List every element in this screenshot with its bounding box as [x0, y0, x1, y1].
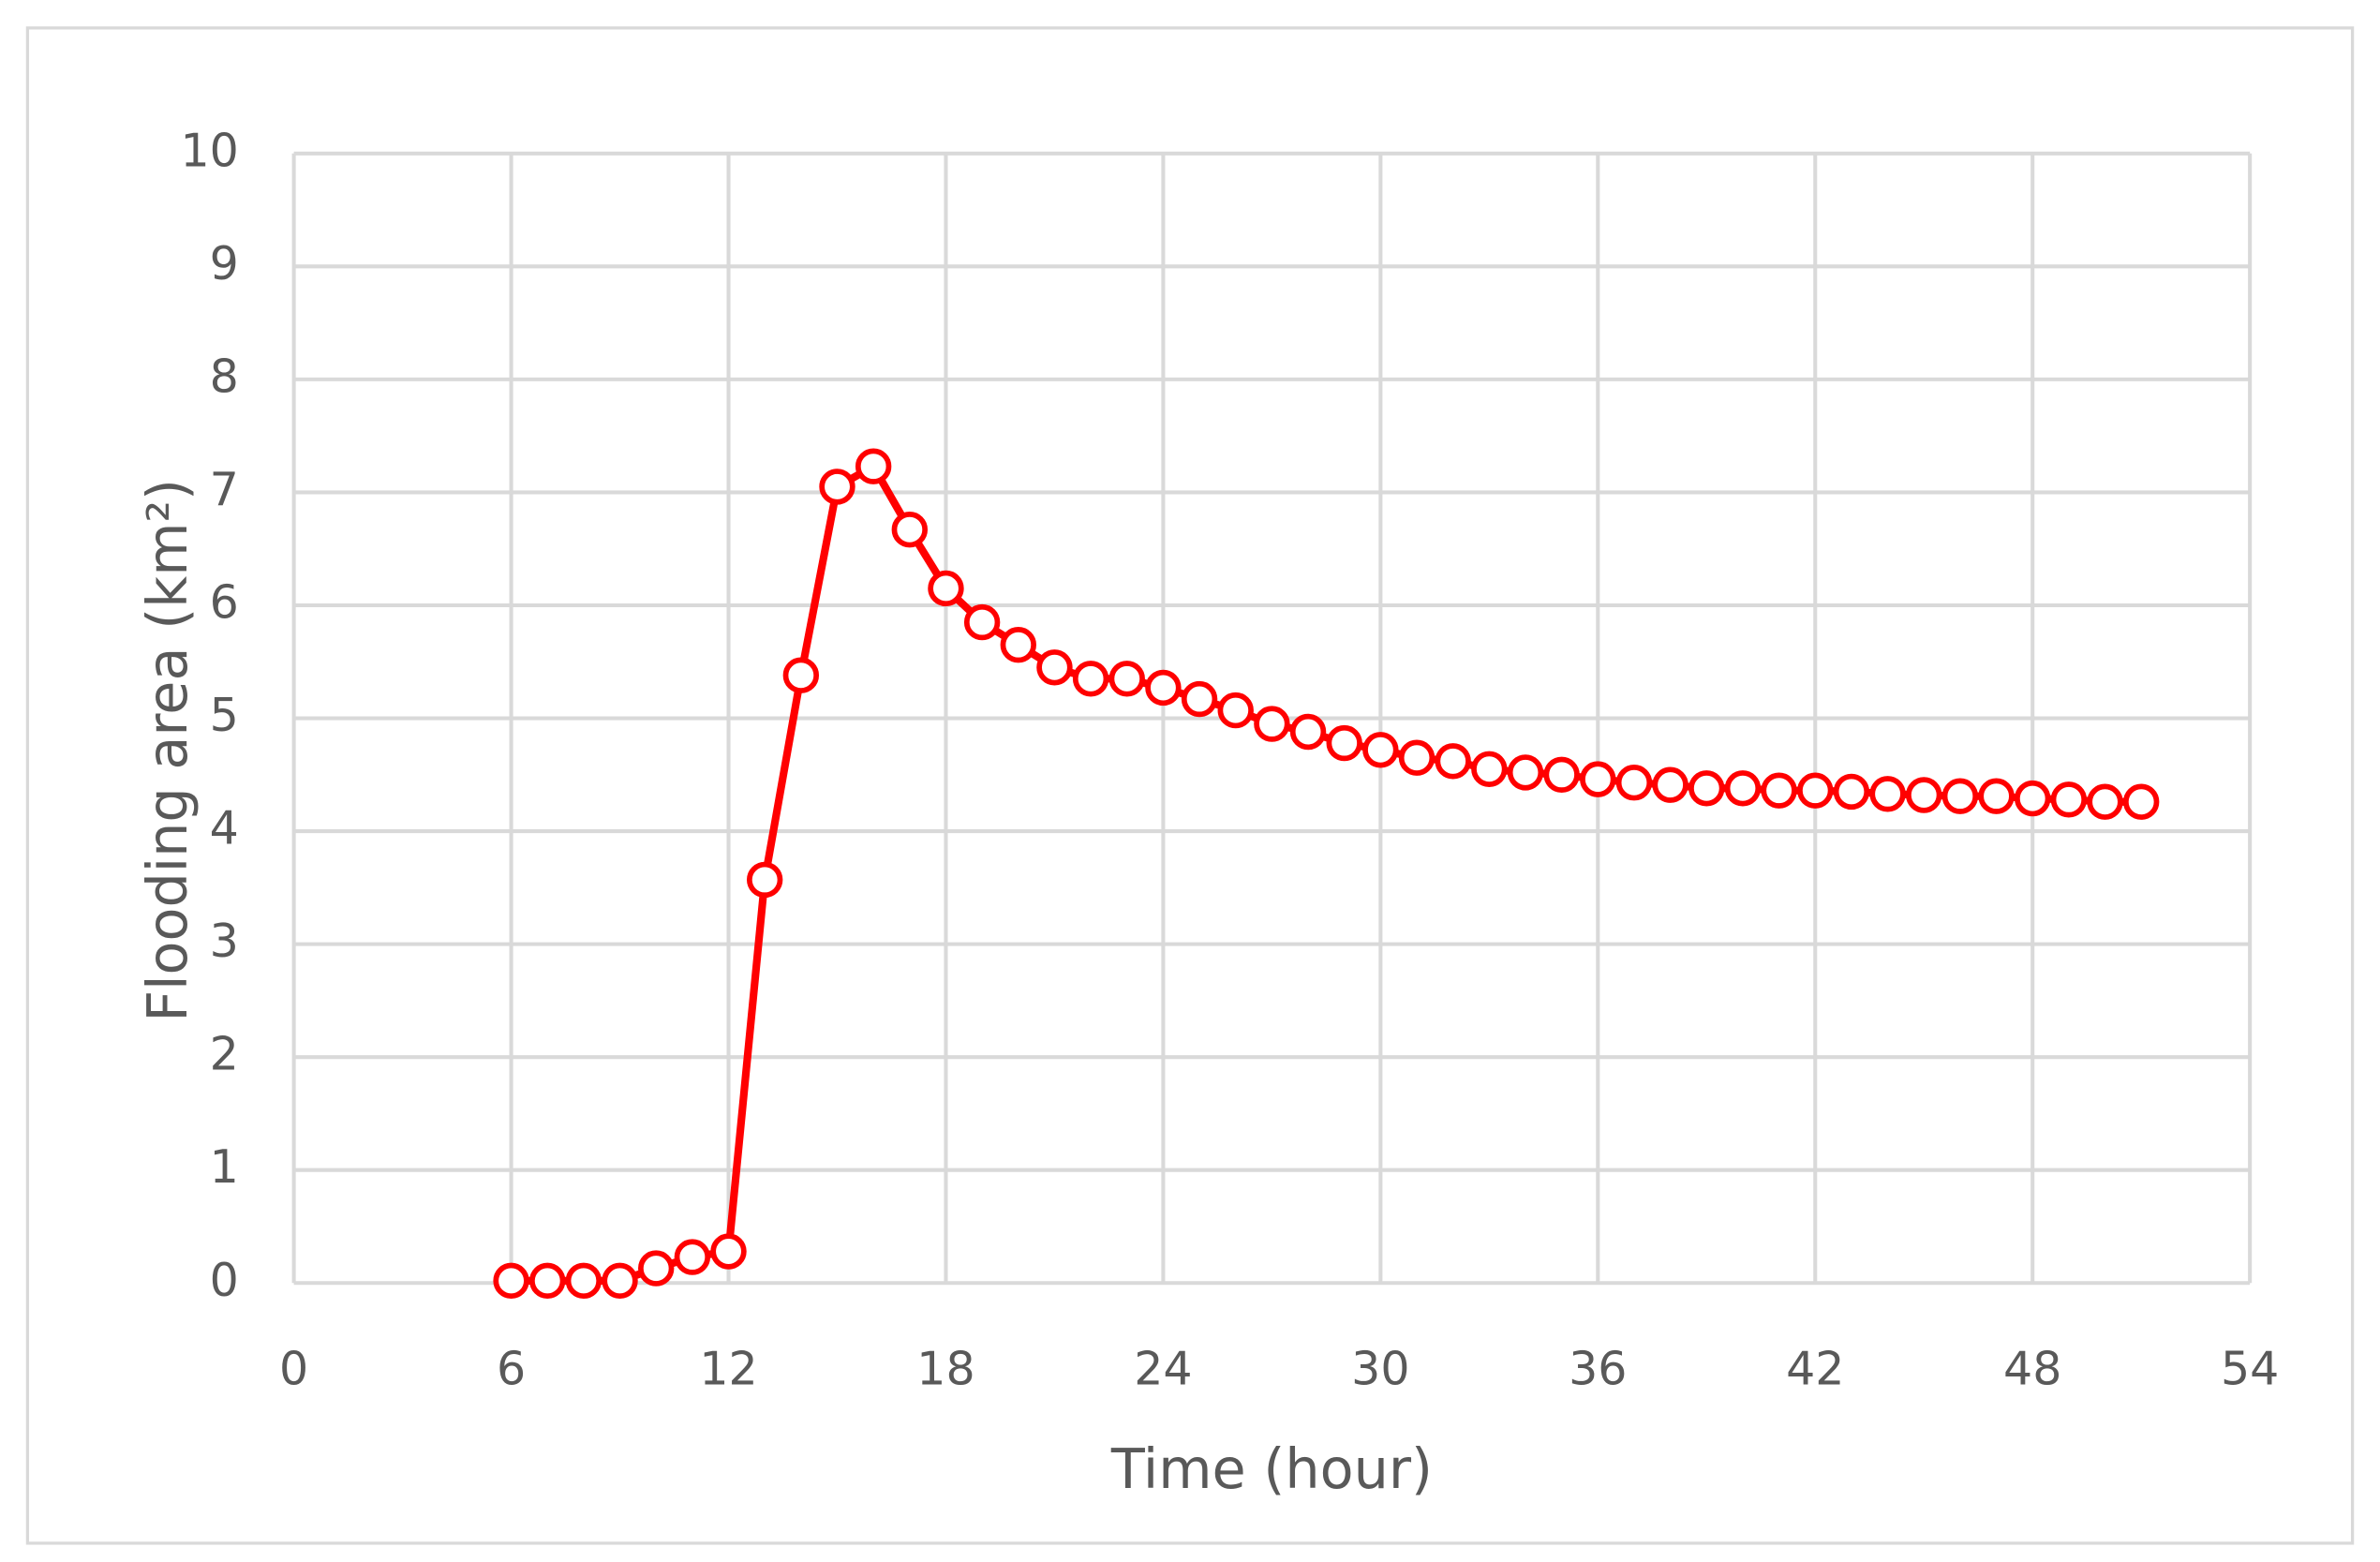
x-tick-label: 12: [699, 1343, 757, 1396]
data-point: [1254, 706, 1290, 742]
x-tick-label: 6: [497, 1343, 526, 1396]
y-tick-label: 3: [210, 915, 239, 968]
data-point: [1615, 765, 1653, 801]
y-tick-label: 1: [210, 1140, 239, 1194]
data-point: [1435, 743, 1471, 780]
data-point: [493, 1262, 529, 1300]
data-point: [1724, 770, 1762, 807]
data-point: [1652, 766, 1688, 803]
x-tick-label: 42: [1786, 1343, 1844, 1396]
data-point: [602, 1262, 638, 1300]
x-axis-label: Time (hour): [1110, 1436, 1433, 1501]
data-point: [710, 1233, 747, 1270]
data-point: [1000, 626, 1036, 663]
y-tick-label: 7: [210, 463, 239, 516]
data-point: [1978, 778, 2015, 814]
data-point: [1072, 661, 1109, 697]
data-point: [819, 469, 855, 505]
y-tick-label: 8: [210, 350, 239, 403]
data-point: [1941, 778, 1979, 814]
data-point: [1362, 732, 1399, 768]
x-tick-label: 30: [1351, 1343, 1409, 1396]
data-point: [1797, 772, 1834, 809]
y-tick-label: 5: [210, 689, 239, 742]
data-point: [565, 1262, 602, 1300]
data-point: [1108, 661, 1145, 697]
y-tick-label: 9: [210, 237, 239, 290]
data-point: [1398, 739, 1435, 776]
data-point: [1326, 724, 1362, 762]
x-tick-label: 48: [2003, 1343, 2061, 1396]
data-point: [891, 512, 929, 548]
data-point: [2050, 781, 2088, 818]
data-point: [928, 570, 964, 607]
y-tick-label: 10: [180, 124, 238, 177]
data-point: [2015, 780, 2051, 817]
data-point: [2122, 783, 2160, 820]
data-point: [1145, 669, 1182, 707]
data-point: [1471, 751, 1508, 787]
data-point: [529, 1262, 566, 1300]
data-point: [1289, 713, 1327, 751]
data-point: [1543, 756, 1580, 793]
data-point: [1036, 649, 1073, 686]
series-line: [511, 462, 2142, 1285]
y-tick-label: 6: [210, 575, 239, 629]
data-point: [746, 861, 783, 899]
x-tick-label: 18: [916, 1343, 974, 1396]
data-point: [1869, 776, 1906, 812]
data-point: [1181, 680, 1218, 718]
data-point: [963, 603, 1001, 641]
x-tick-label: 54: [2221, 1343, 2279, 1396]
data-point: [855, 448, 892, 484]
data-point: [1507, 754, 1544, 791]
data-point: [1688, 770, 1725, 807]
data-point: [1906, 777, 1942, 813]
x-tick-label: 0: [279, 1343, 308, 1396]
data-point: [1761, 772, 1797, 809]
data-point: [1580, 761, 1616, 797]
data-point: [782, 657, 820, 693]
data-point: [1833, 773, 1870, 811]
data-point: [638, 1250, 675, 1287]
y-axis-label: Flooding area (km²): [135, 479, 200, 1022]
data-point: [1217, 692, 1254, 729]
y-tick-label: 0: [210, 1254, 239, 1307]
x-tick-label: 36: [1569, 1343, 1627, 1396]
x-tick-label: 24: [1134, 1343, 1192, 1396]
data-point: [2087, 783, 2123, 820]
y-tick-label: 4: [210, 802, 239, 855]
data-point: [674, 1239, 711, 1275]
y-tick-label: 2: [210, 1028, 239, 1081]
